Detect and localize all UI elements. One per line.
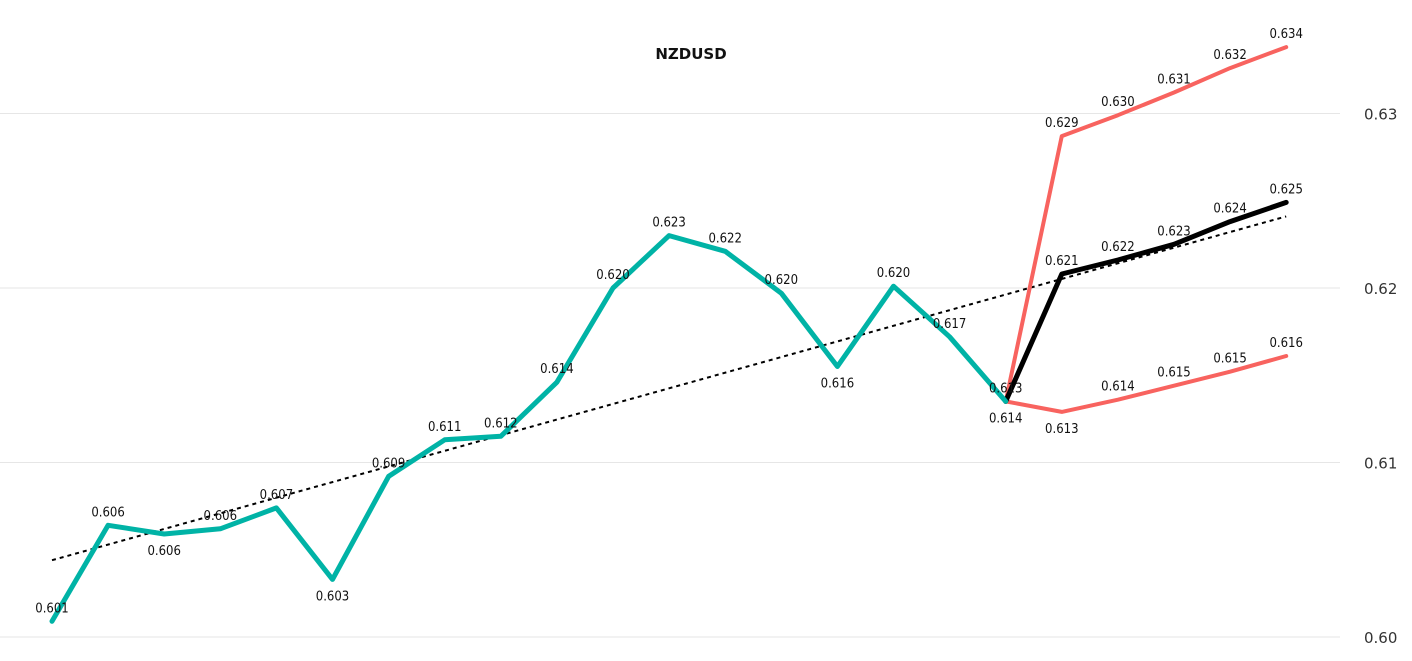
- data-label-lower: 0.614: [1101, 380, 1134, 395]
- series-line-actual: [49, 233, 1009, 624]
- data-label-upper: 0.634: [1269, 27, 1302, 42]
- data-label-actual: 0.603: [316, 589, 349, 604]
- data-label-upper: 0.629: [1045, 116, 1078, 131]
- data-label-actual: 0.607: [260, 488, 293, 503]
- data-label-actual: 0.611: [428, 420, 461, 435]
- series-line-upper: [1003, 45, 1289, 404]
- data-labels: 0.601 0.606 0.606 0.606 0.607 0.603 0.609 0.611…: [35, 27, 1303, 616]
- data-label-actual: 0.601: [35, 601, 68, 616]
- y-tick-label: 0.63: [1364, 105, 1397, 123]
- y-tick-label: 0.61: [1364, 454, 1397, 472]
- data-label-forecast: 0.625: [1269, 182, 1302, 197]
- data-label-actual: 0.622: [708, 231, 741, 246]
- data-label-actual: 0.620: [596, 268, 629, 283]
- gridlines: [0, 112, 1340, 638]
- trendline-layer: [51, 215, 1287, 562]
- data-label-actual: 0.612: [484, 416, 517, 431]
- series-line-lower: [1003, 354, 1289, 414]
- series-line-forecast: [1003, 199, 1289, 404]
- data-label-forecast: 0.622: [1101, 240, 1134, 255]
- data-label-actual: 0.613: [989, 381, 1022, 396]
- trendline: [51, 215, 1287, 562]
- data-label-lower: 0.616: [1269, 336, 1302, 351]
- y-axis-ticks: 0.60 0.61 0.62 0.63: [1364, 105, 1397, 647]
- data-label-lower: 0.615: [1213, 352, 1246, 367]
- data-label-upper: 0.630: [1101, 95, 1134, 110]
- data-label-actual: 0.606: [91, 505, 124, 520]
- data-label-lower: 0.613: [1045, 422, 1078, 437]
- data-label-forecast: 0.621: [1045, 254, 1078, 269]
- data-label-forecast: 0.614: [989, 411, 1022, 426]
- data-label-actual: 0.620: [877, 266, 910, 281]
- data-label-actual: 0.609: [372, 456, 405, 471]
- data-label-forecast: 0.623: [1157, 224, 1190, 239]
- data-label-actual: 0.606: [204, 509, 237, 524]
- data-label-actual: 0.616: [821, 376, 854, 391]
- data-label-upper: 0.631: [1157, 72, 1190, 87]
- series-layer: [49, 45, 1289, 624]
- data-label-actual: 0.606: [147, 544, 180, 559]
- y-tick-label: 0.60: [1364, 629, 1397, 647]
- data-label-forecast: 0.624: [1213, 202, 1246, 217]
- data-label-actual: 0.623: [652, 216, 685, 231]
- data-label-lower: 0.615: [1157, 366, 1190, 381]
- y-tick-label: 0.62: [1364, 280, 1397, 298]
- data-label-actual: 0.620: [765, 273, 798, 288]
- data-label-actual: 0.614: [540, 362, 573, 377]
- data-label-actual: 0.617: [933, 317, 966, 332]
- data-label-upper: 0.632: [1213, 48, 1246, 63]
- chart-title: NZDUSD: [655, 45, 726, 63]
